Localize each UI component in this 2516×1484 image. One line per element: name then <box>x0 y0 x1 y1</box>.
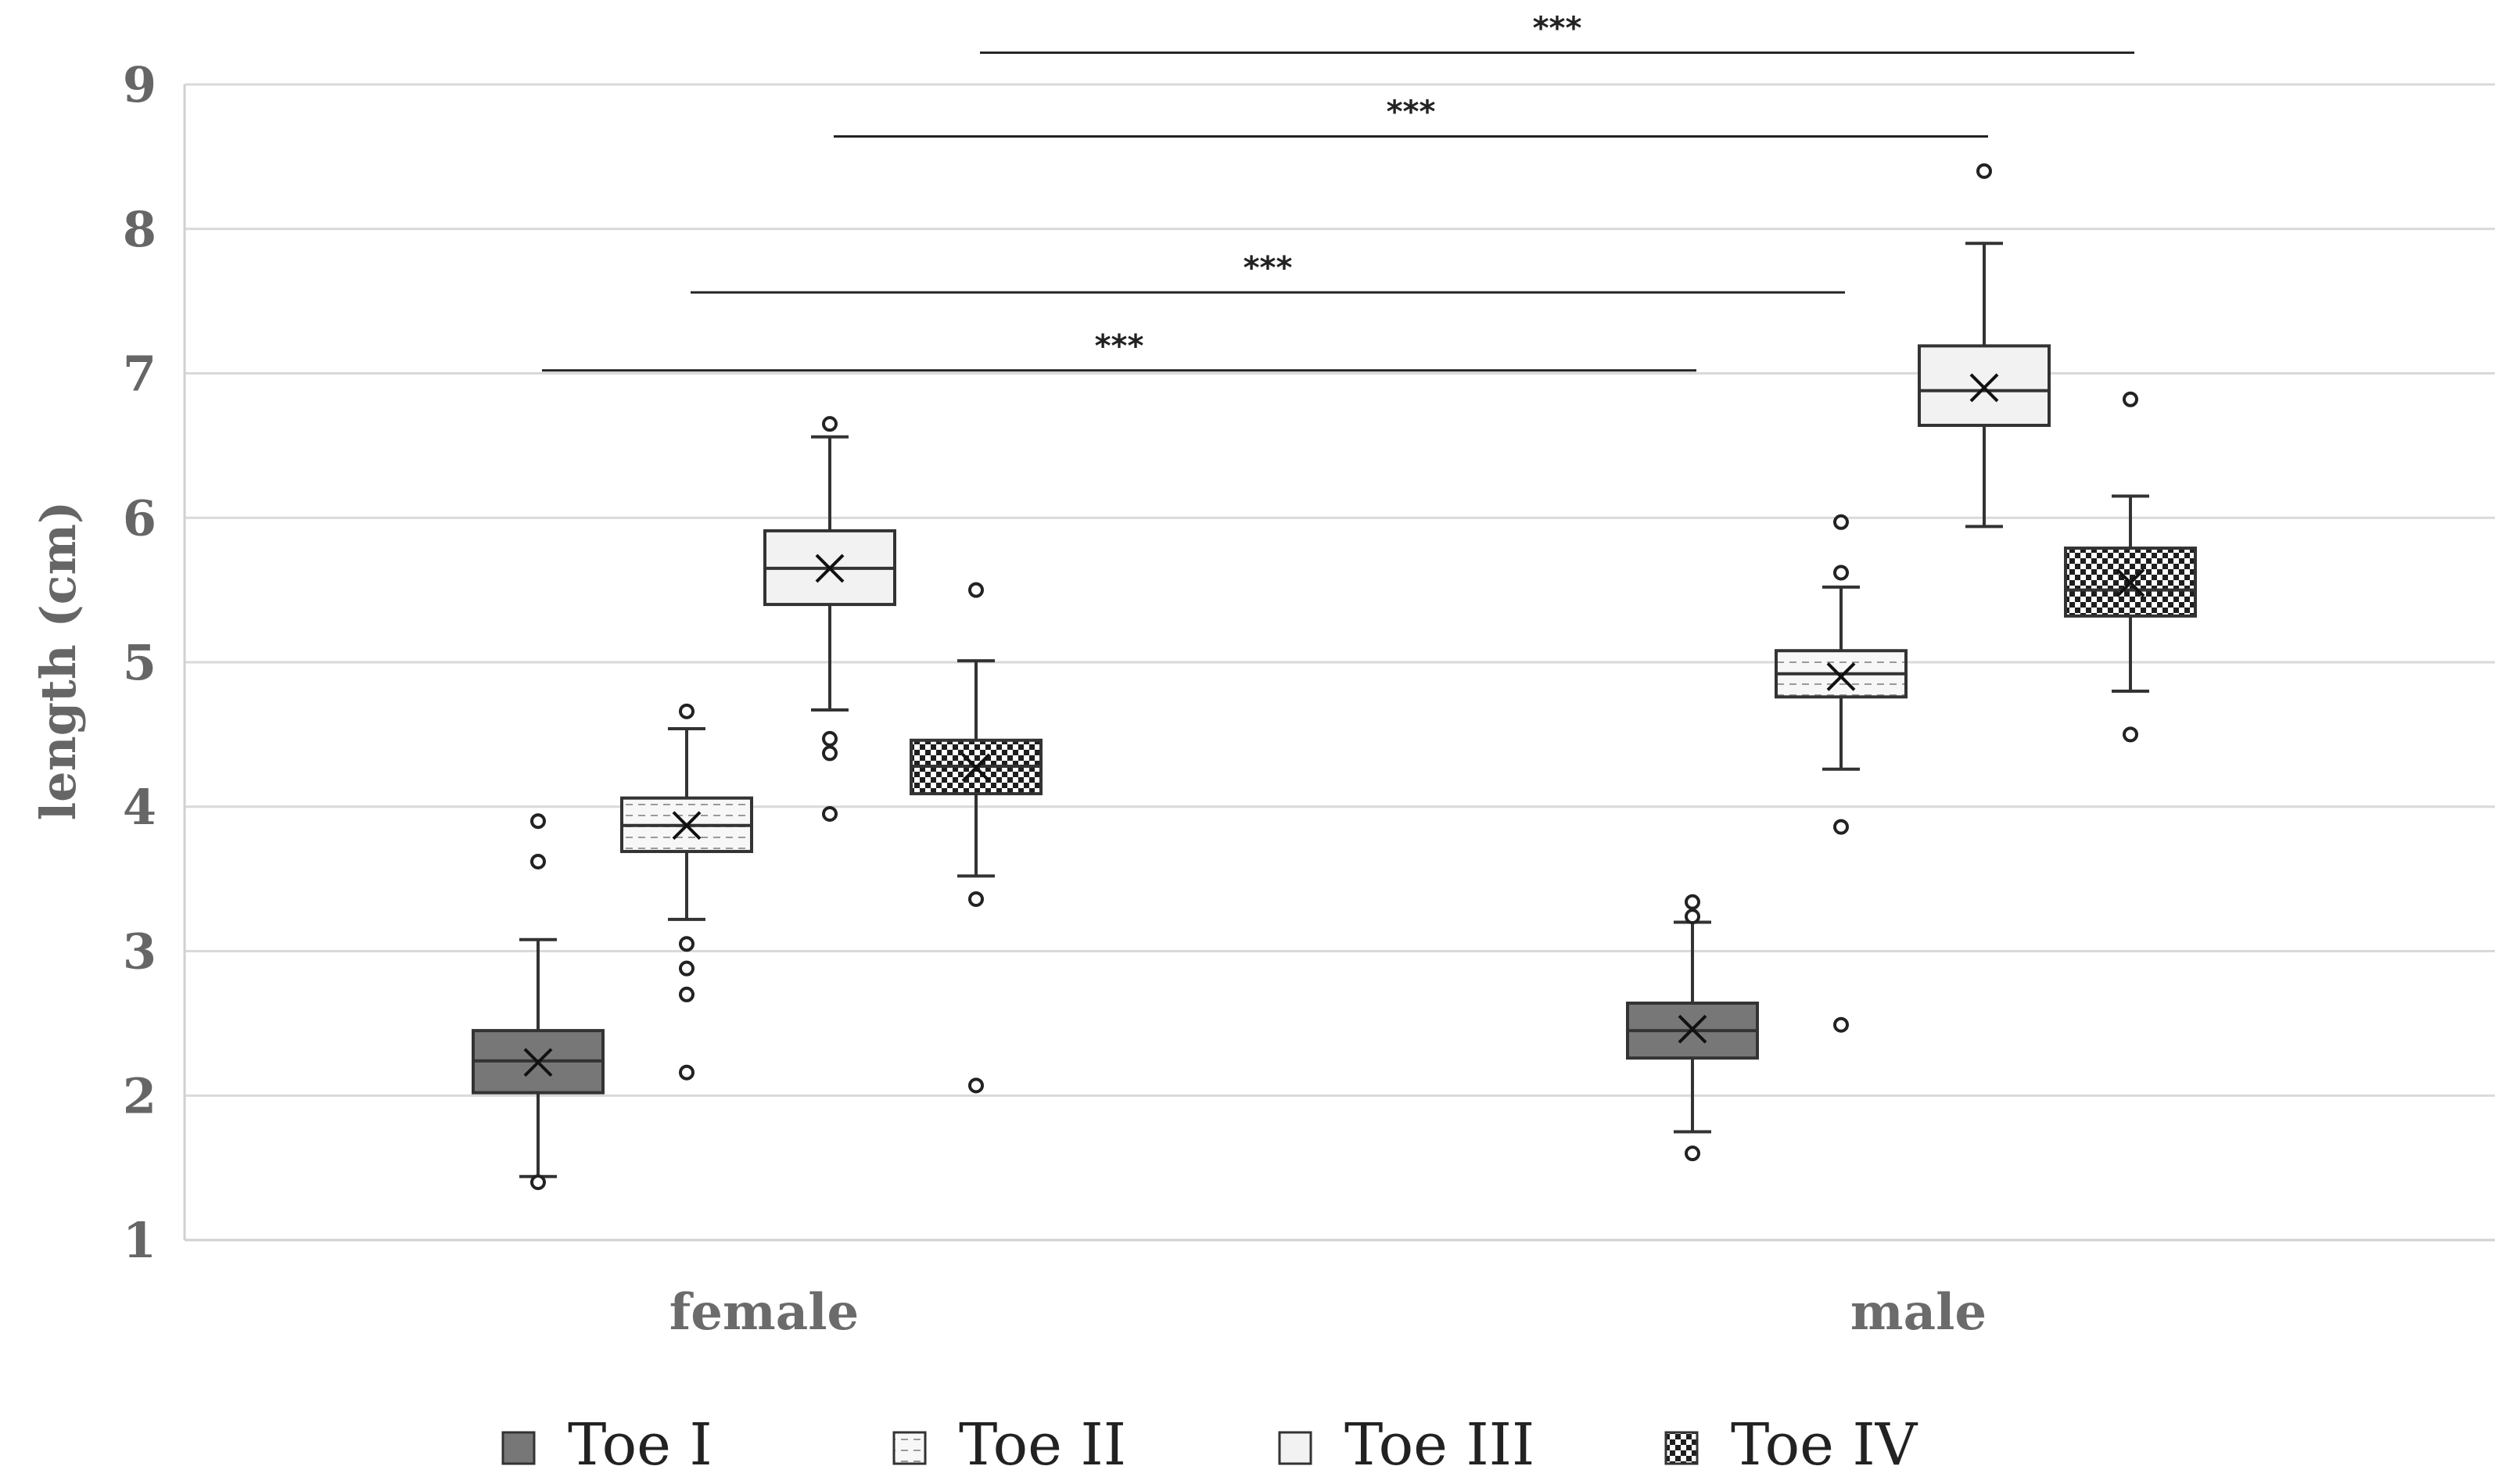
legend-swatch <box>1278 1431 1312 1465</box>
mean-marker <box>1969 373 1999 403</box>
outlier-point <box>822 745 838 762</box>
box-toe-i-female <box>472 813 605 1191</box>
y-tick-label: 3 <box>123 923 156 980</box>
y-tick-label: 2 <box>123 1067 156 1124</box>
outlier-point <box>968 891 984 907</box>
box-toe-ii-female <box>620 703 753 1081</box>
mean-marker <box>961 753 991 783</box>
significance-label: *** <box>1387 95 1436 131</box>
y-tick-label: 4 <box>123 779 156 836</box>
outlier-point <box>822 416 838 432</box>
mean-marker <box>1678 1014 1707 1044</box>
legend-item-toe-i: Toe I <box>501 1411 712 1479</box>
significance-brackets: *** *** *** *** <box>542 10 2134 372</box>
legend-item-toe-ii: Toe II <box>892 1411 1126 1479</box>
outlier-point <box>2123 726 2138 743</box>
axes: 1 2 3 4 5 6 7 8 9 female male <box>123 56 2495 1342</box>
y-tick-label: 1 <box>123 1212 156 1269</box>
outlier-point <box>679 986 695 1002</box>
box-toe-iv-female <box>910 582 1043 1094</box>
significance-label: *** <box>1244 250 1293 286</box>
y-tick-label: 9 <box>123 56 156 113</box>
mean-marker <box>672 811 702 841</box>
outlier-point <box>1833 1016 1849 1033</box>
outlier-point <box>530 813 546 830</box>
box-toe-iii-female <box>763 416 896 822</box>
legend-swatch <box>1664 1431 1699 1465</box>
outlier-point <box>822 730 838 747</box>
significance-label: *** <box>1095 328 1144 364</box>
x-category-label: male <box>1850 1283 1987 1342</box>
legend-item-toe-iii: Toe III <box>1278 1411 1534 1479</box>
box-toe-i-male <box>1626 894 1759 1162</box>
outlier-point <box>968 1077 984 1094</box>
mean-marker <box>2116 568 2145 597</box>
box-toe-ii-male <box>1775 514 1908 1033</box>
significance-label: *** <box>1533 10 1582 46</box>
gridlines <box>185 83 2495 1097</box>
outlier-point <box>1833 819 1849 835</box>
outlier-point <box>530 853 546 869</box>
legend-label: Toe III <box>1344 1411 1534 1479</box>
legend-swatch <box>501 1431 536 1465</box>
y-tick-label: 7 <box>123 346 156 403</box>
mean-marker <box>523 1048 553 1077</box>
legend-item-toe-iv: Toe IV <box>1664 1411 1918 1479</box>
outlier-point <box>968 582 984 598</box>
mean-marker <box>1826 662 1856 691</box>
legend: Toe I Toe II Toe III Toe IV <box>501 1411 1918 1479</box>
outlier-point <box>822 805 838 822</box>
outlier-point <box>1833 565 1849 581</box>
outlier-point <box>679 703 695 719</box>
y-tick-label: 6 <box>123 489 156 547</box>
outlier-point <box>1685 909 1700 925</box>
outlier-point <box>1685 1145 1700 1162</box>
outlier-point <box>679 936 695 952</box>
legend-swatch <box>892 1431 927 1465</box>
outlier-point <box>679 1064 695 1081</box>
x-category-label: female <box>669 1283 859 1342</box>
legend-label: Toe IV <box>1731 1411 1918 1479</box>
box-toe-iv-male <box>2064 391 2197 743</box>
box-toe-iii-male <box>1918 163 2051 529</box>
outlier-point <box>679 960 695 977</box>
outlier-point <box>1833 514 1849 530</box>
outlier-point <box>530 1174 546 1191</box>
outlier-point <box>1685 894 1700 910</box>
legend-label: Toe I <box>568 1411 712 1479</box>
legend-label: Toe II <box>959 1411 1126 1479</box>
y-tick-label: 8 <box>123 201 156 258</box>
mean-marker <box>815 554 845 583</box>
outlier-point <box>1976 163 1992 179</box>
boxes <box>472 163 2197 1191</box>
y-axis-title: length (cm) <box>30 501 87 821</box>
y-tick-label: 5 <box>123 634 156 691</box>
outlier-point <box>2123 391 2138 407</box>
